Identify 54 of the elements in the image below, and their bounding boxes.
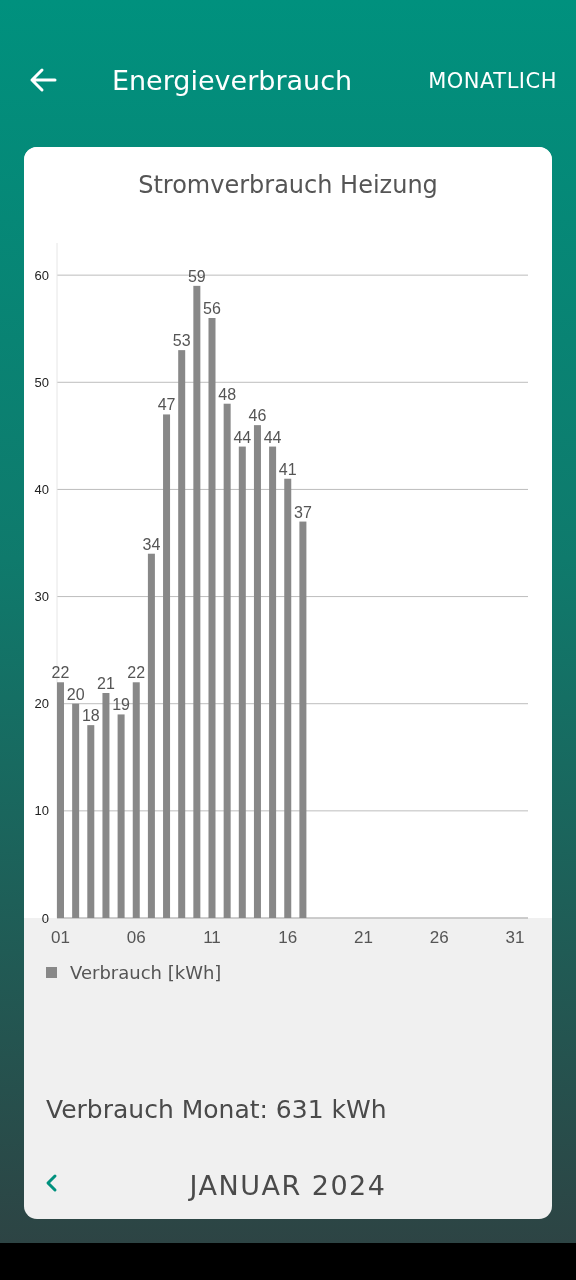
data-label: 22 [127,664,146,682]
y-tick-label: 30 [34,589,49,605]
bar [132,682,140,918]
data-label: 56 [203,300,221,317]
bar [163,414,171,918]
bar [284,478,292,918]
data-label: 53 [172,332,191,350]
bar [223,403,231,918]
bar [87,725,95,918]
data-label: 37 [294,503,312,521]
bar [72,703,80,918]
data-label: 21 [97,675,115,692]
data-label: 19 [112,696,131,714]
text: Verbrauch Monat: 631 kWh [46,1095,387,1124]
bar [102,693,110,918]
x-tick-label: 01 [51,928,70,947]
data-label: 22 [51,664,70,682]
data-label: 41 [278,460,297,478]
data-label: 46 [248,407,267,425]
data-label: 44 [263,428,282,446]
x-tick-label: 21 [354,928,373,947]
text: MONATLICH [428,69,557,93]
bar [147,553,155,918]
x-tick-label: 16 [278,928,298,947]
bar [269,446,277,918]
data-label: 59 [187,267,206,285]
chart-title: Stromverbrauch Heizung [138,171,438,199]
bar [299,521,307,918]
y-tick-label: 40 [34,481,49,497]
data-label: 34 [142,535,161,553]
y-tick-label: 50 [34,374,49,390]
y-tick-label: 20 [34,696,49,712]
x-tick-label: 31 [505,928,525,947]
y-tick-label: 60 [34,267,49,283]
legend-label: Verbrauch [kWh] [70,962,222,983]
y-tick-label: 0 [41,910,49,926]
x-tick-label: 06 [126,928,146,947]
y-tick-label: 10 [34,803,49,819]
data-label: 44 [233,428,252,446]
bar [253,425,261,918]
x-tick-label: 26 [429,928,449,947]
bar [117,714,125,918]
bar [238,446,246,918]
x-tick-label: 11 [203,928,221,947]
bar [193,285,201,918]
bar [178,350,186,918]
text: JANUAR 2024 [187,1170,387,1201]
data-label: 18 [81,707,100,725]
text: Energieverbrauch [111,65,353,96]
data-label: 48 [218,385,237,403]
bar [57,682,64,918]
data-label: 20 [66,685,85,703]
data-label: 47 [157,396,176,414]
bar [208,318,216,918]
